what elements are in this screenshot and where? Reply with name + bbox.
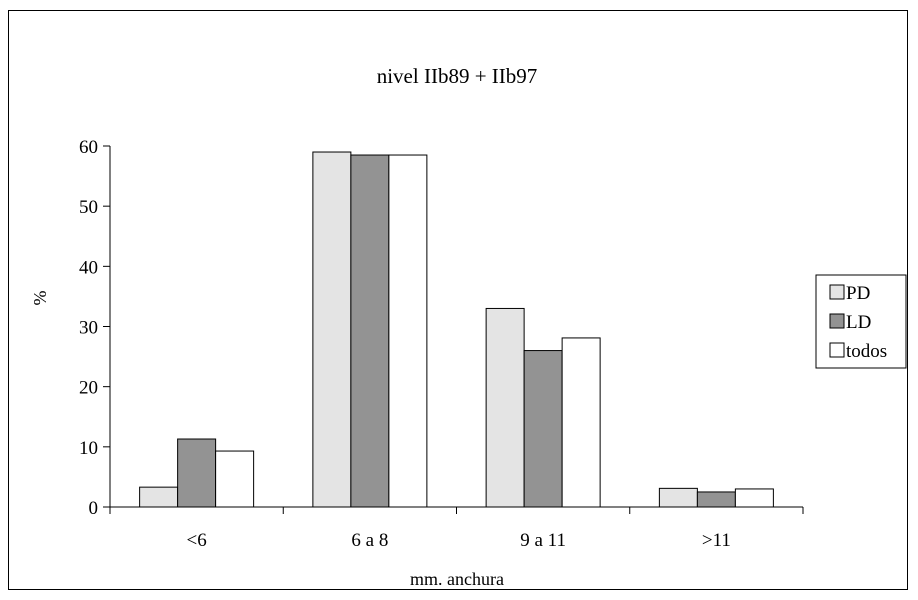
legend: PD LD todos <box>815 274 907 369</box>
bar-todos-2 <box>561 337 601 508</box>
bar-PD-0 <box>139 486 179 508</box>
x-tick-label: 9 a 11 <box>520 530 566 551</box>
legend-swatch-todos <box>829 342 845 358</box>
y-tick-label: 60 <box>79 137 98 158</box>
x-axis-label: mm. anchura <box>410 569 504 589</box>
y-tick-label: 50 <box>79 197 98 218</box>
bar-todos-0 <box>215 450 255 508</box>
bars <box>139 151 774 508</box>
y-tick-label: 20 <box>79 378 98 399</box>
x-tick-label: 6 a 8 <box>351 530 388 551</box>
legend-label-PD: PD <box>846 283 870 304</box>
legend-swatch-LD <box>829 313 845 329</box>
bar-todos-1 <box>388 154 428 508</box>
x-ticks: <6 6 a 8 9 a 11 >11 <box>109 507 804 551</box>
bar-PD-1 <box>312 151 352 508</box>
x-tick-label: <6 <box>187 530 207 551</box>
bar-LD-1 <box>350 154 390 508</box>
bar-PD-2 <box>485 307 525 508</box>
bar-LD-2 <box>523 350 563 508</box>
legend-swatch-PD <box>829 284 845 300</box>
bar-LD-0 <box>177 438 217 508</box>
bar-PD-3 <box>658 487 698 508</box>
legend-label-todos: todos <box>846 341 887 362</box>
y-tick-label: 10 <box>79 438 98 459</box>
bar-LD-3 <box>696 491 736 508</box>
y-axis-label: % <box>30 291 50 306</box>
y-ticks: 0 10 20 30 40 50 60 <box>79 137 110 519</box>
legend-label-LD: LD <box>846 312 871 333</box>
chart-title: nivel IIb89 + IIb97 <box>377 64 538 88</box>
y-tick-label: 40 <box>79 257 98 278</box>
y-tick-label: 0 <box>89 498 99 519</box>
bar-todos-3 <box>734 488 774 508</box>
x-tick-label: >11 <box>702 530 731 551</box>
y-tick-label: 30 <box>79 318 98 339</box>
axes <box>103 146 803 508</box>
